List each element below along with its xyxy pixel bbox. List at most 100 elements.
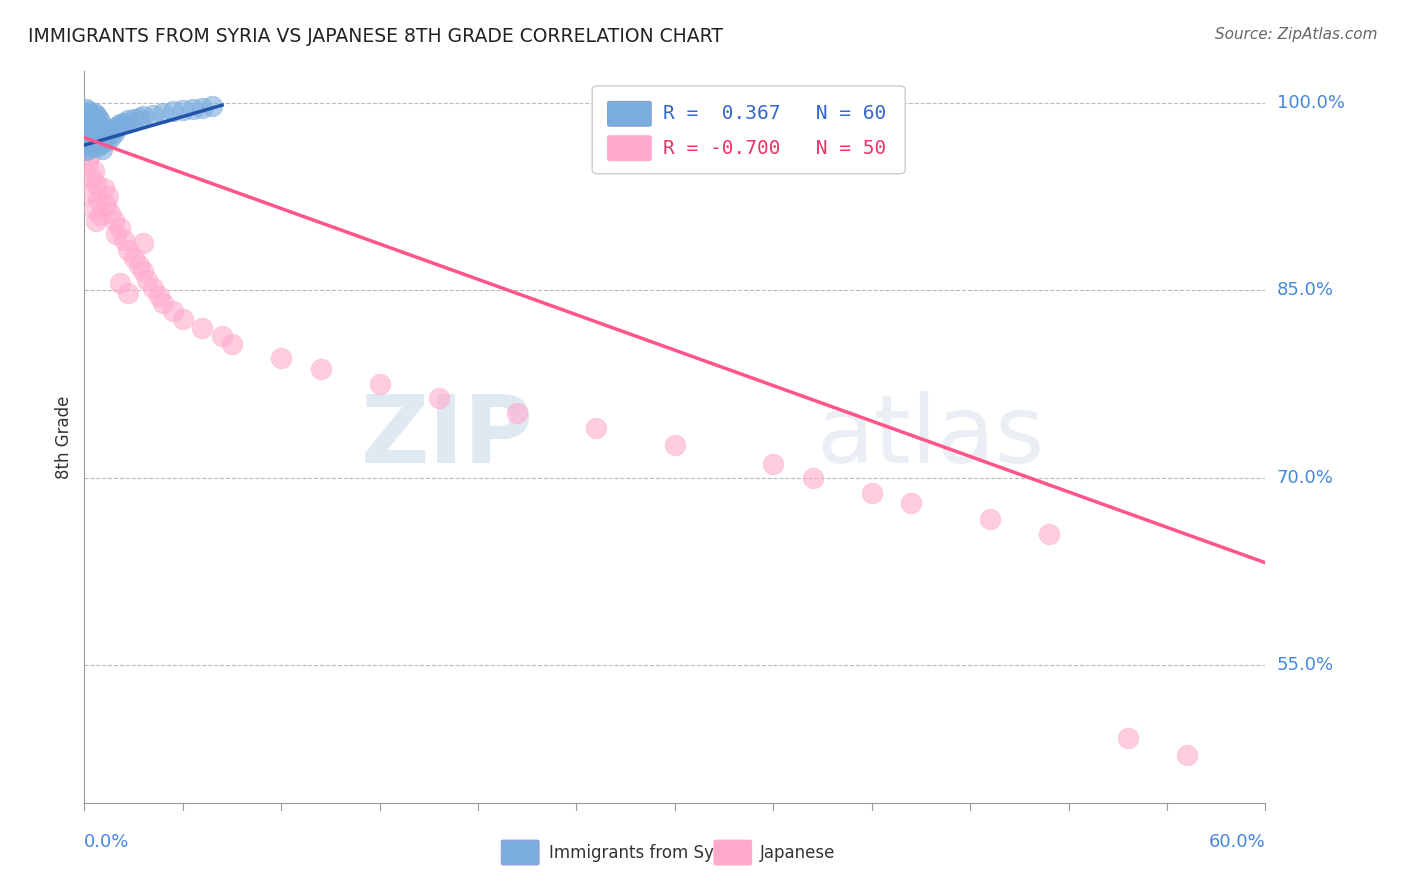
Point — [77, 108, 100, 122]
Point — [79, 111, 101, 125]
Point — [87, 193, 110, 207]
Point — [162, 104, 184, 119]
Point — [87, 111, 110, 125]
Point — [101, 123, 124, 137]
Point — [75, 136, 97, 150]
FancyBboxPatch shape — [607, 136, 651, 161]
Point — [98, 205, 121, 219]
Point — [107, 120, 129, 134]
Point — [900, 496, 922, 510]
Point — [132, 264, 155, 278]
Point — [664, 438, 686, 452]
Point — [84, 108, 107, 122]
Point — [77, 127, 100, 141]
Point — [77, 130, 100, 145]
Y-axis label: 8th Grade: 8th Grade — [55, 395, 73, 479]
Point — [75, 114, 97, 128]
Point — [132, 235, 155, 250]
Point — [75, 102, 97, 116]
Point — [82, 170, 104, 185]
Point — [191, 320, 214, 334]
Point — [79, 186, 101, 200]
Point — [98, 130, 121, 145]
Point — [97, 189, 120, 203]
Point — [79, 124, 101, 138]
Point — [83, 164, 105, 178]
Text: Japanese: Japanese — [759, 844, 835, 862]
Point — [1175, 748, 1198, 763]
Point — [427, 391, 450, 405]
Point — [84, 177, 107, 191]
Point — [91, 120, 114, 134]
Point — [117, 113, 139, 128]
Point — [270, 351, 292, 365]
Point — [191, 101, 214, 115]
Point — [172, 312, 194, 326]
Point — [91, 133, 114, 147]
Point — [75, 121, 97, 136]
Point — [93, 129, 115, 144]
Point — [79, 133, 101, 147]
Point — [860, 485, 883, 500]
Text: Immigrants from Syria: Immigrants from Syria — [548, 844, 735, 862]
Point — [762, 457, 785, 471]
Point — [91, 142, 114, 156]
Point — [82, 139, 104, 153]
Point — [172, 103, 194, 117]
Point — [94, 126, 117, 140]
Text: 85.0%: 85.0% — [1277, 281, 1333, 299]
Point — [309, 362, 332, 376]
Point — [79, 107, 101, 121]
Point — [368, 376, 391, 391]
Text: IMMIGRANTS FROM SYRIA VS JAPANESE 8TH GRADE CORRELATION CHART: IMMIGRANTS FROM SYRIA VS JAPANESE 8TH GR… — [28, 27, 723, 45]
FancyBboxPatch shape — [502, 840, 538, 865]
Point — [89, 136, 111, 151]
Point — [122, 251, 145, 265]
Point — [128, 111, 150, 125]
Point — [103, 126, 125, 140]
FancyBboxPatch shape — [607, 102, 651, 127]
Text: R =  0.367   N = 60: R = 0.367 N = 60 — [664, 104, 886, 123]
Point — [117, 243, 139, 257]
Point — [128, 258, 150, 272]
Point — [87, 124, 110, 138]
Point — [79, 148, 101, 162]
Point — [148, 289, 170, 303]
Point — [112, 233, 135, 247]
Point — [585, 420, 607, 434]
Point — [181, 102, 204, 116]
Point — [142, 280, 165, 294]
Point — [79, 141, 101, 155]
Point — [211, 329, 233, 343]
Point — [82, 112, 104, 126]
Point — [89, 130, 111, 145]
Text: Source: ZipAtlas.com: Source: ZipAtlas.com — [1215, 27, 1378, 42]
Text: 100.0%: 100.0% — [1277, 94, 1344, 112]
FancyBboxPatch shape — [592, 86, 905, 174]
Point — [93, 180, 115, 194]
Point — [75, 118, 97, 132]
Point — [83, 105, 105, 120]
Point — [108, 220, 131, 235]
Point — [89, 114, 111, 128]
Point — [77, 138, 100, 153]
Point — [83, 132, 105, 146]
Point — [104, 227, 127, 241]
Text: 0.0%: 0.0% — [84, 833, 129, 851]
Text: 55.0%: 55.0% — [1277, 657, 1334, 674]
Point — [77, 117, 100, 131]
Point — [77, 155, 100, 169]
Point — [84, 127, 107, 141]
Point — [136, 273, 159, 287]
Text: R = -0.700   N = 50: R = -0.700 N = 50 — [664, 138, 886, 158]
Point — [221, 337, 243, 351]
Point — [75, 143, 97, 157]
Point — [506, 406, 529, 420]
FancyBboxPatch shape — [714, 840, 752, 865]
Point — [87, 139, 110, 153]
Point — [152, 105, 174, 120]
Point — [152, 295, 174, 310]
Point — [132, 109, 155, 123]
Point — [162, 304, 184, 318]
Point — [117, 285, 139, 300]
